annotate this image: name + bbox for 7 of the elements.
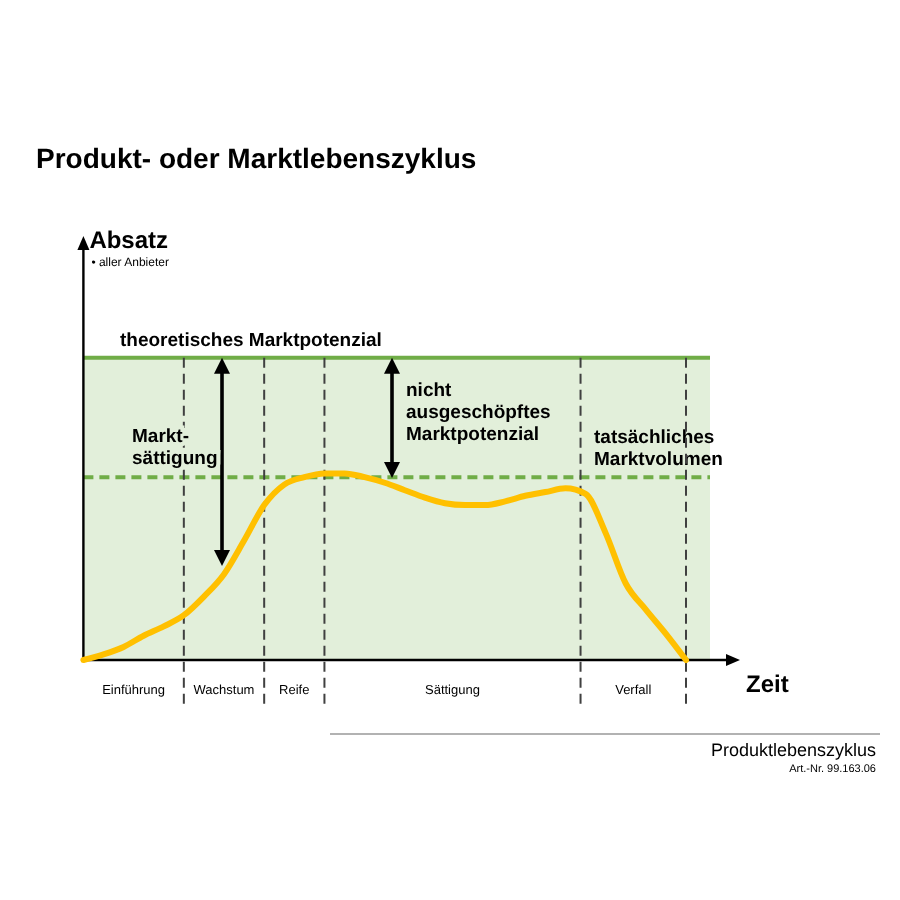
text: Absatz <box>89 226 169 254</box>
x-axis-title: Zeit <box>746 670 789 698</box>
text: nicht ausgeschöpftes Marktpotenzial <box>406 380 551 446</box>
chart-title: Produkt- oder Marktlebenszyklus <box>36 142 477 174</box>
ref-line-label: tatsächliches Marktvolumen <box>594 427 724 472</box>
text: Produktlebenszyklus <box>710 740 877 760</box>
ref-line-label: theoretisches Marktpotenzial <box>120 329 382 352</box>
